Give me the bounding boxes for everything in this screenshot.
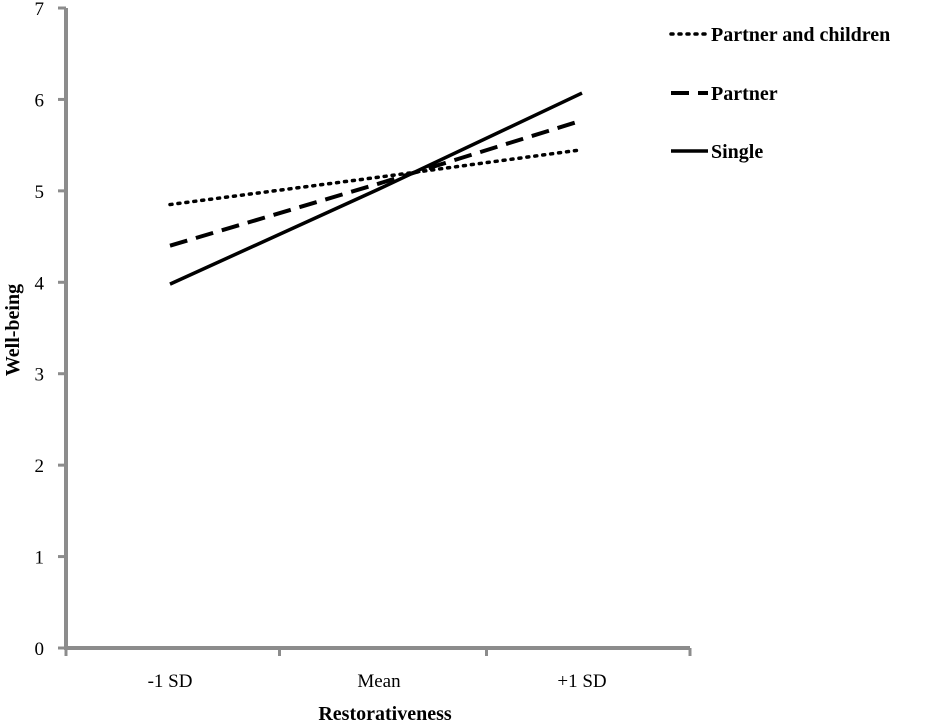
x-tick-label: Mean xyxy=(357,671,401,692)
legend-label: Partner and children xyxy=(711,24,890,46)
series-line-single xyxy=(169,91,583,286)
x-axis-ticks xyxy=(64,648,692,656)
legend-label: Single xyxy=(711,141,763,163)
y-tick-label: 6 xyxy=(35,90,45,111)
y-axis-ticks xyxy=(58,6,66,650)
x-axis-tick-labels: -1 SD Mean +1 SD xyxy=(148,671,607,692)
y-tick-label: 3 xyxy=(35,365,45,386)
y-tick-label: 0 xyxy=(35,639,45,660)
y-tick-label: 7 xyxy=(35,0,45,20)
series-line-partner-and-children xyxy=(168,147,584,207)
y-tick-label: 5 xyxy=(35,182,45,203)
y-axis-title: Well-being xyxy=(2,284,24,376)
y-tick-label: 2 xyxy=(35,456,45,477)
y-tick-label: 1 xyxy=(35,548,45,569)
series-lines xyxy=(168,91,584,286)
legend-label: Partner xyxy=(711,83,778,105)
x-tick-label: -1 SD xyxy=(148,671,193,692)
x-tick-label: +1 SD xyxy=(557,671,606,692)
y-axis-tick-labels: 0 1 2 3 4 5 6 7 xyxy=(35,0,45,660)
x-axis-title: Restorativeness xyxy=(318,703,452,725)
series-line-partner xyxy=(169,118,583,248)
legend: Partner and children Partner Single xyxy=(669,24,890,163)
y-tick-label: 4 xyxy=(35,273,45,294)
